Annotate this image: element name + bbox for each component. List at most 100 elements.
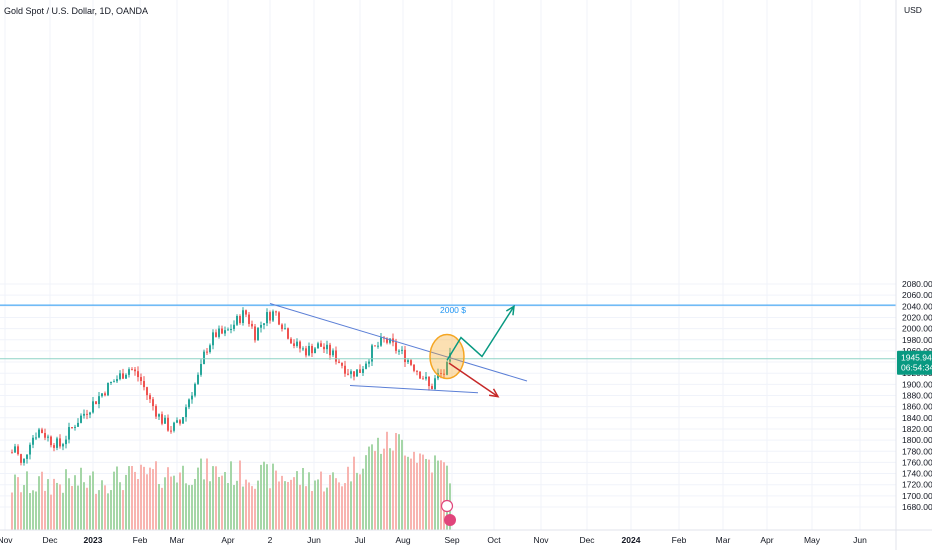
volume-bar	[122, 490, 124, 530]
candle-body	[164, 417, 166, 424]
volume-bar	[443, 462, 445, 530]
candle-body	[56, 438, 58, 448]
candle-body	[326, 344, 328, 350]
volume-bar	[179, 472, 181, 530]
time-tick-label: 2	[268, 535, 273, 545]
candle-body	[26, 454, 28, 459]
volume-bar	[86, 487, 88, 530]
time-axis[interactable]: Nov Dec 2023 Feb Mar Apr 2 Jun Jul Aug Sep Oct Nov De…	[0, 535, 867, 545]
price-tick-label: 2080.000	[902, 279, 932, 289]
candle-body	[161, 414, 163, 424]
candle-body	[242, 310, 244, 323]
candle-body	[110, 381, 112, 384]
volume-bar	[29, 493, 31, 530]
volume-bar	[407, 456, 409, 530]
candle-body	[257, 327, 259, 341]
time-tick-label: 2023	[84, 535, 103, 545]
candle-body	[263, 323, 265, 325]
volume-bar	[266, 464, 268, 530]
candle-body	[371, 345, 373, 362]
time-tick-label: Mar	[170, 535, 185, 545]
volume-bar	[299, 484, 301, 530]
bearish-arrow	[448, 362, 499, 398]
candle-body	[251, 323, 253, 327]
candle-body	[293, 343, 295, 346]
time-tick-label: Mar	[716, 535, 731, 545]
volume-bar	[155, 461, 157, 530]
candle-body	[296, 341, 298, 346]
volume-bar	[38, 476, 40, 530]
time-tick-label: Jun	[853, 535, 867, 545]
volume-bar	[305, 486, 307, 530]
volume-bar	[173, 475, 175, 530]
volume-bar	[230, 461, 232, 530]
price-axis[interactable]: 1680.0001700.0001720.0001740.000 1760.000…	[902, 279, 932, 512]
candle-body	[308, 345, 310, 356]
time-tick-label: Nov	[0, 535, 13, 545]
candle-body	[44, 432, 46, 438]
volume-bar	[377, 437, 379, 530]
volume-bar	[356, 472, 358, 530]
candle-body	[320, 343, 322, 347]
candle-body	[401, 349, 403, 351]
candle-body	[149, 395, 151, 400]
candle-body	[422, 378, 424, 380]
candle-body	[335, 350, 337, 362]
candle-body	[134, 369, 136, 372]
currency-label: USD	[904, 5, 922, 15]
candle-body	[200, 363, 202, 375]
candle-body	[182, 417, 184, 424]
volume-bar	[101, 480, 103, 530]
candle-body	[89, 412, 91, 415]
candle-body	[212, 332, 214, 346]
candle-body	[107, 383, 109, 396]
candle-body	[176, 420, 178, 423]
candle-body	[344, 365, 346, 374]
price-tick-label: 1980.000	[902, 335, 932, 345]
candle-body	[374, 345, 376, 347]
price-tick-label: 1860.000	[902, 402, 932, 412]
volume-bar	[383, 448, 385, 530]
volume-bar	[326, 487, 328, 530]
volume-bar	[47, 479, 49, 530]
volume-bar	[239, 460, 241, 530]
candle-body	[14, 446, 16, 453]
volume-bar	[242, 486, 244, 530]
volume-bar	[401, 439, 403, 530]
bullish-arrow	[446, 305, 515, 361]
event-flag-icon	[444, 514, 456, 526]
volume-bar	[107, 493, 109, 530]
volume-bar	[428, 459, 430, 530]
volume-bar	[332, 472, 334, 530]
candle-body	[140, 377, 142, 382]
volume-bar	[200, 458, 202, 530]
candle-body	[71, 427, 73, 429]
candle-body	[188, 399, 190, 408]
volume-bar	[119, 482, 121, 530]
candle-body	[338, 361, 340, 363]
time-tick-label: Dec	[579, 535, 595, 545]
price-tick-label: 1880.000	[902, 391, 932, 401]
volume-bar	[74, 475, 76, 530]
volume-bar	[149, 467, 151, 530]
countdown-value: 06:54:34	[901, 363, 932, 373]
volume-bar	[194, 478, 196, 530]
candle-body	[218, 328, 220, 337]
volume-bar	[359, 474, 361, 530]
candle-body	[65, 439, 67, 445]
volume-bar	[260, 464, 262, 530]
candle-body	[59, 438, 61, 447]
volume-bar	[308, 472, 310, 530]
volume-bar	[395, 432, 397, 530]
volume-bar	[137, 478, 139, 530]
volume-bar	[77, 485, 79, 530]
candle-body	[236, 316, 238, 325]
time-tick-label: Nov	[533, 535, 549, 545]
volume-bar	[224, 472, 226, 530]
candle-body	[17, 446, 19, 455]
candle-body	[365, 363, 367, 369]
resistance-trendline	[269, 303, 528, 382]
candle-body	[146, 387, 148, 396]
volume-bar	[419, 453, 421, 530]
